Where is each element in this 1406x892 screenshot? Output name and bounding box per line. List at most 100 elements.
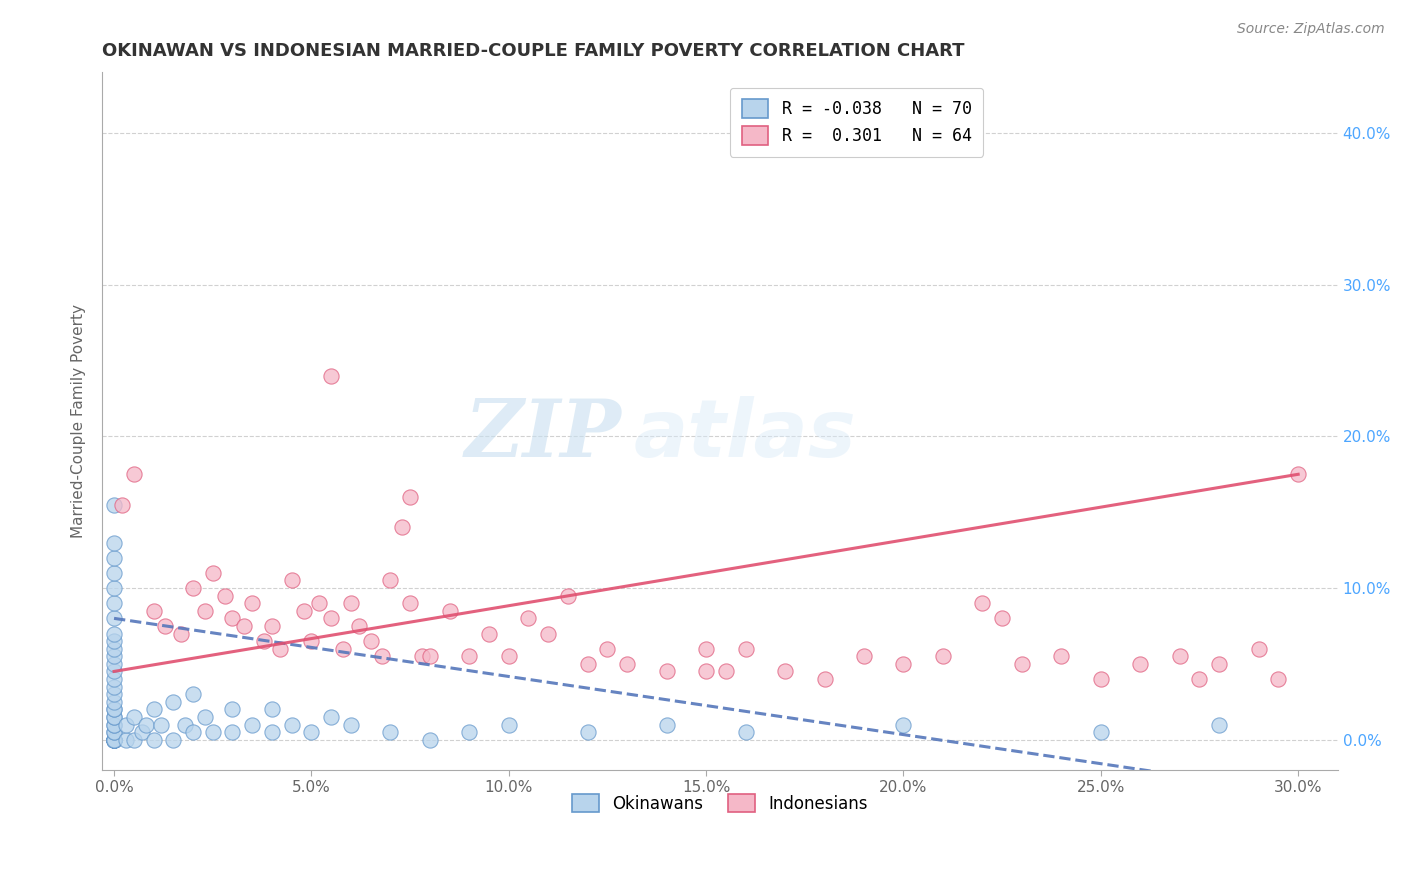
Point bbox=[299, 634, 322, 648]
Point bbox=[122, 710, 145, 724]
Point bbox=[150, 717, 173, 731]
Point bbox=[103, 702, 125, 716]
Point bbox=[103, 687, 125, 701]
Point bbox=[458, 649, 481, 664]
Point bbox=[181, 581, 204, 595]
Point bbox=[380, 725, 402, 739]
Text: Source: ZipAtlas.com: Source: ZipAtlas.com bbox=[1237, 22, 1385, 37]
Point bbox=[103, 732, 125, 747]
Point bbox=[260, 619, 283, 633]
Point bbox=[221, 702, 243, 716]
Point bbox=[773, 665, 796, 679]
Point bbox=[103, 498, 125, 512]
Point bbox=[240, 596, 263, 610]
Point bbox=[201, 566, 224, 580]
Point bbox=[103, 695, 125, 709]
Point bbox=[360, 634, 382, 648]
Point bbox=[103, 732, 125, 747]
Point bbox=[240, 717, 263, 731]
Point bbox=[103, 732, 125, 747]
Point bbox=[103, 732, 125, 747]
Point bbox=[103, 732, 125, 747]
Point bbox=[280, 574, 302, 588]
Point bbox=[972, 596, 994, 610]
Point bbox=[292, 604, 315, 618]
Point bbox=[170, 626, 193, 640]
Point bbox=[340, 596, 363, 610]
Point bbox=[103, 550, 125, 565]
Point bbox=[115, 732, 138, 747]
Point bbox=[103, 672, 125, 686]
Point bbox=[853, 649, 876, 664]
Point bbox=[596, 641, 619, 656]
Point bbox=[221, 725, 243, 739]
Point bbox=[340, 717, 363, 731]
Point bbox=[411, 649, 433, 664]
Point bbox=[103, 725, 125, 739]
Point bbox=[103, 680, 125, 694]
Point bbox=[103, 665, 125, 679]
Point bbox=[347, 619, 370, 633]
Point bbox=[991, 611, 1014, 625]
Point bbox=[115, 717, 138, 731]
Point bbox=[714, 665, 737, 679]
Point bbox=[391, 520, 413, 534]
Text: OKINAWAN VS INDONESIAN MARRIED-COUPLE FAMILY POVERTY CORRELATION CHART: OKINAWAN VS INDONESIAN MARRIED-COUPLE FA… bbox=[103, 42, 965, 60]
Point bbox=[695, 665, 717, 679]
Point bbox=[321, 368, 343, 383]
Point bbox=[103, 717, 125, 731]
Point bbox=[498, 717, 520, 731]
Point bbox=[616, 657, 638, 671]
Point bbox=[103, 581, 125, 595]
Point bbox=[1208, 657, 1230, 671]
Point bbox=[103, 725, 125, 739]
Point bbox=[260, 725, 283, 739]
Point bbox=[103, 732, 125, 747]
Point bbox=[517, 611, 540, 625]
Point bbox=[269, 641, 291, 656]
Point bbox=[103, 566, 125, 580]
Point bbox=[103, 732, 125, 747]
Point bbox=[399, 596, 422, 610]
Point bbox=[162, 732, 184, 747]
Point bbox=[103, 732, 125, 747]
Point bbox=[1267, 672, 1289, 686]
Point bbox=[103, 732, 125, 747]
Point bbox=[162, 695, 184, 709]
Point bbox=[458, 725, 481, 739]
Point bbox=[1050, 649, 1073, 664]
Point bbox=[142, 702, 165, 716]
Point bbox=[576, 725, 599, 739]
Point bbox=[498, 649, 520, 664]
Point bbox=[103, 732, 125, 747]
Point bbox=[181, 725, 204, 739]
Point bbox=[893, 657, 915, 671]
Point bbox=[332, 641, 354, 656]
Point bbox=[131, 725, 153, 739]
Point bbox=[537, 626, 560, 640]
Point bbox=[655, 665, 678, 679]
Point bbox=[932, 649, 955, 664]
Point bbox=[1090, 725, 1112, 739]
Point bbox=[893, 717, 915, 731]
Point bbox=[122, 467, 145, 482]
Point bbox=[142, 732, 165, 747]
Point bbox=[380, 574, 402, 588]
Point bbox=[478, 626, 501, 640]
Point bbox=[103, 710, 125, 724]
Point bbox=[103, 657, 125, 671]
Point bbox=[122, 732, 145, 747]
Point bbox=[1247, 641, 1270, 656]
Point bbox=[103, 649, 125, 664]
Y-axis label: Married-Couple Family Poverty: Married-Couple Family Poverty bbox=[72, 304, 86, 538]
Point bbox=[103, 611, 125, 625]
Point bbox=[557, 589, 579, 603]
Point bbox=[371, 649, 394, 664]
Point bbox=[103, 634, 125, 648]
Point bbox=[299, 725, 322, 739]
Point bbox=[321, 710, 343, 724]
Point bbox=[103, 596, 125, 610]
Point bbox=[103, 626, 125, 640]
Point bbox=[734, 725, 756, 739]
Point bbox=[419, 732, 441, 747]
